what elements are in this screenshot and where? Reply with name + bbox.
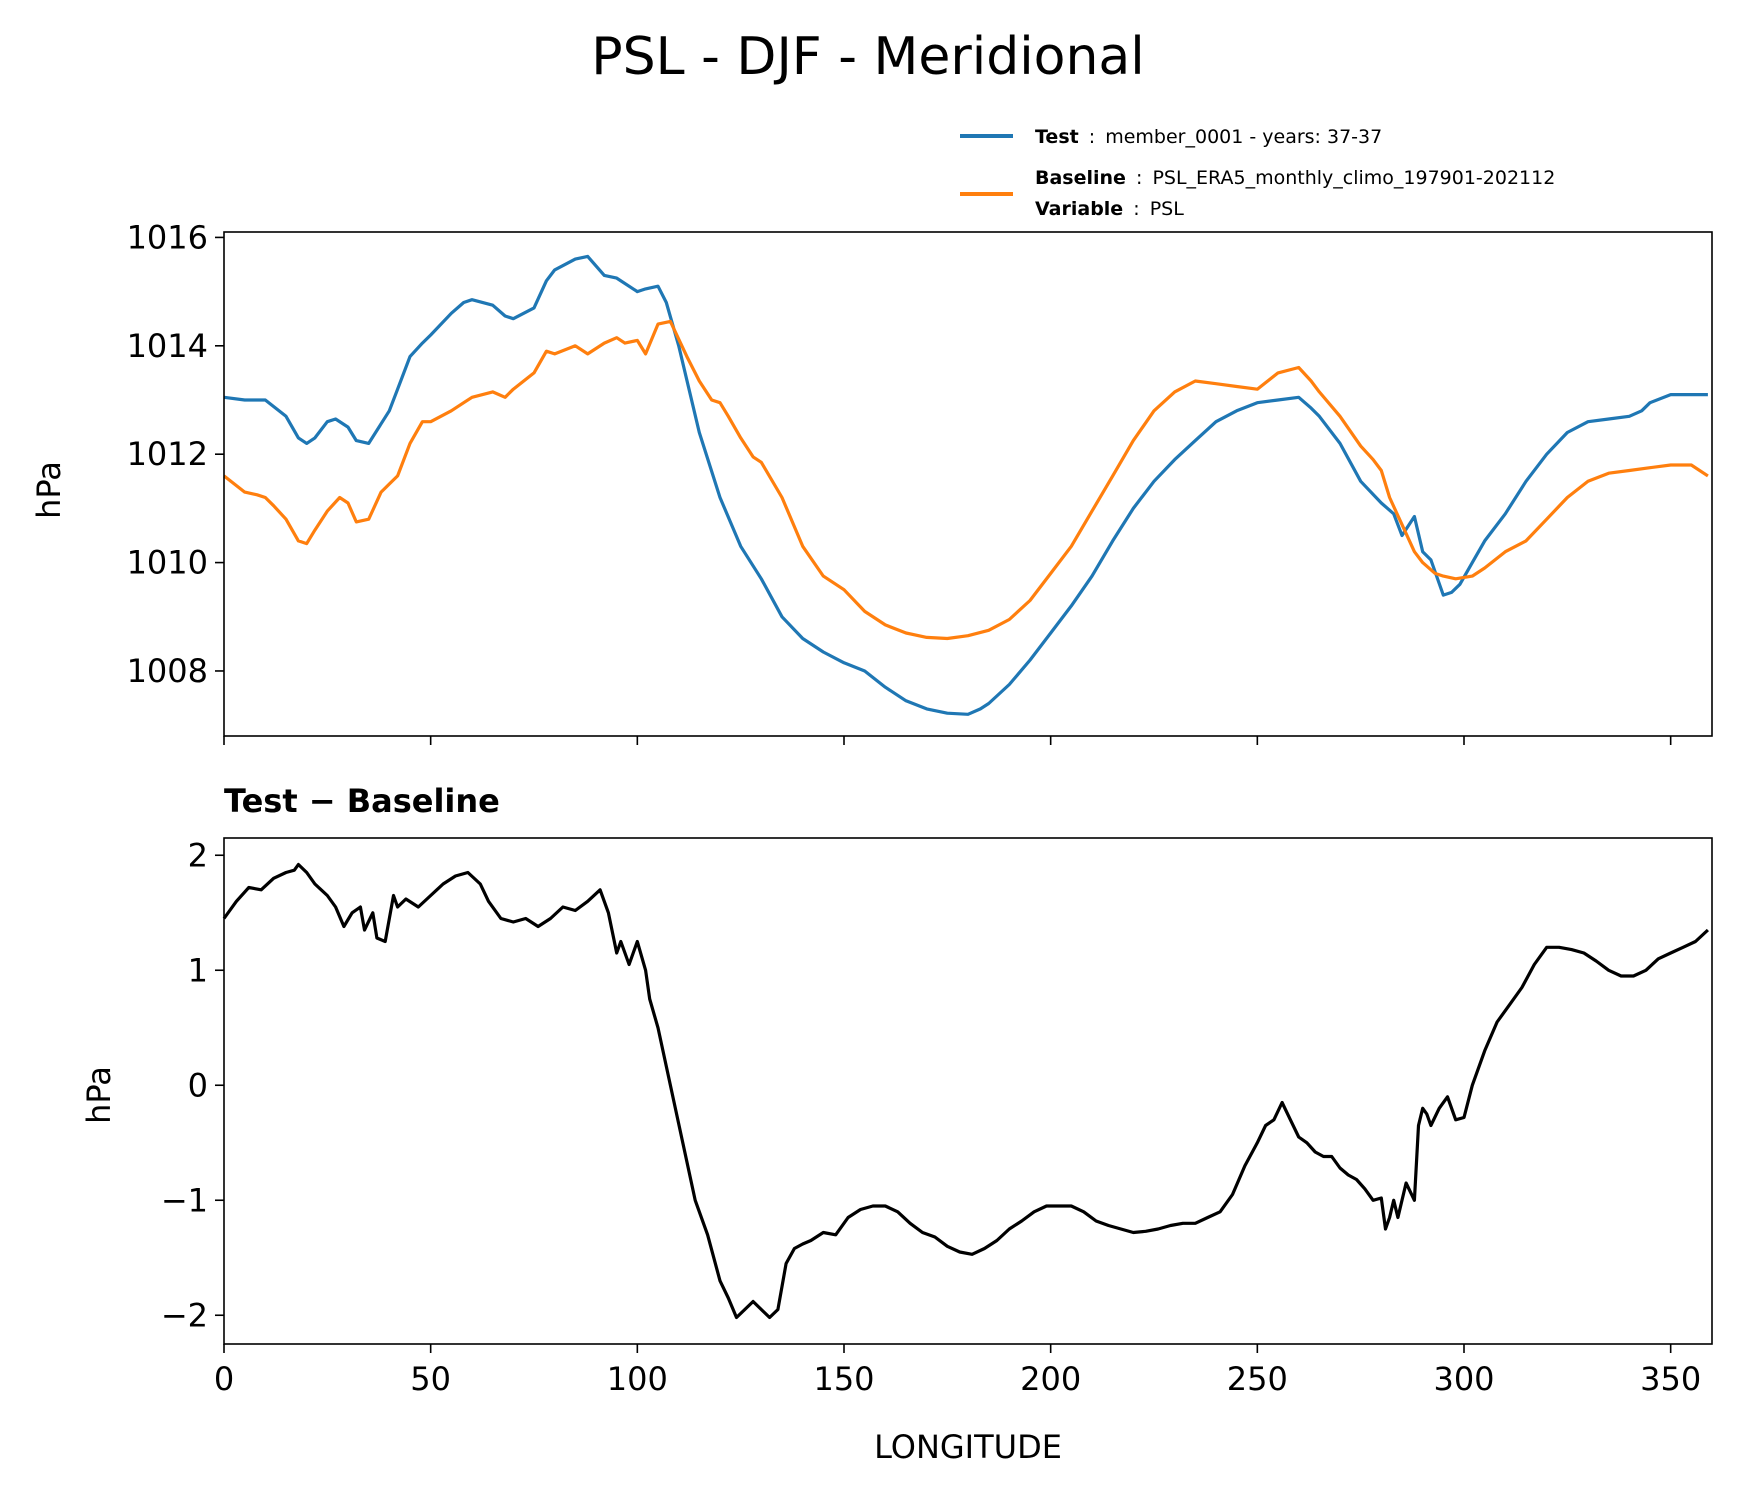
x-tick-label: 350 [1640, 1360, 1701, 1398]
y-tick-label: 2 [188, 836, 208, 874]
x-tick-label: 150 [813, 1360, 874, 1398]
legend-variable-entry: Variable : PSL [1035, 198, 1184, 220]
y-tick-label: 1012 [127, 435, 208, 473]
bottom-axes-frame [223, 837, 1713, 1345]
x-tick-label: 300 [1433, 1360, 1494, 1398]
x-tick-label: 50 [410, 1360, 451, 1398]
legend-baseline-text: PSL_ERA5_monthly_climo_197901-202112 [1152, 167, 1555, 189]
diff-line [222, 862, 1709, 1320]
legend-variable-sep: : [1133, 198, 1139, 220]
y-tick-label: 0 [188, 1066, 208, 1104]
x-tick-label: 200 [1020, 1360, 1081, 1398]
bottom-xlabel: LONGITUDE [874, 1428, 1062, 1466]
legend-test-entry: Test : member_0001 - years: 37-37 [1035, 126, 1382, 148]
legend-test-sep: : [1089, 126, 1095, 148]
baseline-line [223, 319, 1709, 641]
legend-test-label: Test [1035, 126, 1079, 148]
legend-baseline-entry: Baseline : PSL_ERA5_monthly_climo_197901… [1035, 167, 1555, 189]
x-tick-label: 250 [1227, 1360, 1288, 1398]
y-tick-label: −2 [161, 1296, 208, 1334]
legend-variable-text: PSL [1150, 198, 1185, 220]
y-tick-label: 1008 [127, 652, 208, 690]
legend: Test : member_0001 - years: 37-37 Baseli… [960, 126, 1555, 220]
top-axes-frame [223, 231, 1713, 737]
bottom-panel-title: Test − Baseline [224, 782, 500, 820]
x-tick-label: 100 [607, 1360, 668, 1398]
figure-title: PSL - DJF - Meridional [591, 27, 1145, 87]
legend-test-text: member_0001 - years: 37-37 [1105, 126, 1382, 148]
x-tick-label: 0 [214, 1360, 234, 1398]
y-tick-label: −1 [161, 1181, 208, 1219]
test-line [223, 254, 1708, 716]
legend-baseline-sep: : [1136, 167, 1142, 189]
y-tick-label: 1016 [127, 218, 208, 256]
y-tick-label: 1014 [127, 327, 208, 365]
y-tick-label: 1010 [127, 544, 208, 582]
top-ylabel: hPa [30, 461, 68, 519]
legend-baseline-label: Baseline [1035, 167, 1126, 189]
legend-variable-label: Variable [1035, 198, 1123, 220]
y-tick-label: 1 [188, 951, 208, 989]
bottom-ylabel: hPa [80, 1066, 118, 1124]
top-panel: 1008 1010 1012 1014 1016 [127, 218, 1713, 745]
bottom-panel: −2 −1 0 1 2 0 50 100 150 200 250 300 350 [161, 836, 1713, 1398]
